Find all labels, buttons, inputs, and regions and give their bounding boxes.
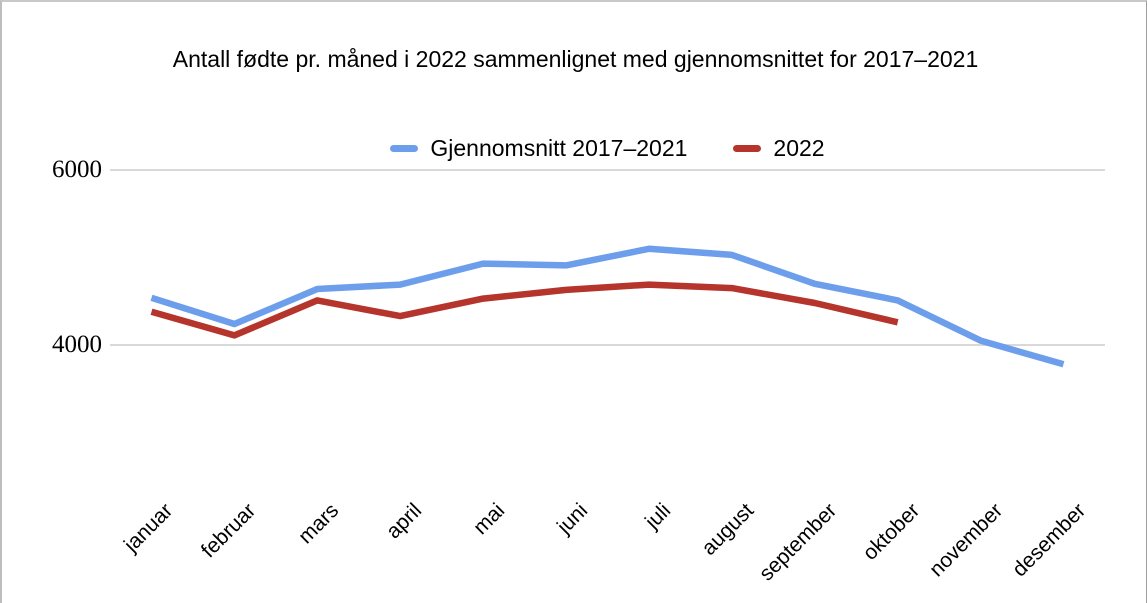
y-tick-label: 6000 xyxy=(52,156,102,183)
chart-title: Antall fødte pr. måned i 2022 sammenlign… xyxy=(172,46,979,72)
legend-label: 2022 xyxy=(773,134,825,161)
y-tick-label: 4000 xyxy=(52,331,102,358)
chart-legend: Gjennomsnitt 2017–2021 2022 xyxy=(110,134,1105,162)
legend-swatch-icon xyxy=(733,144,762,152)
legend-label: Gjennomsnitt 2017–2021 xyxy=(430,134,688,161)
legend-item-2022: 2022 xyxy=(733,134,825,162)
series-line-gjennomsnitt xyxy=(150,245,1065,368)
series-line-2022 xyxy=(150,281,899,339)
legend-item-gjennomsnitt: Gjennomsnitt 2017–2021 xyxy=(390,135,687,162)
legend-swatch-icon xyxy=(390,144,419,152)
